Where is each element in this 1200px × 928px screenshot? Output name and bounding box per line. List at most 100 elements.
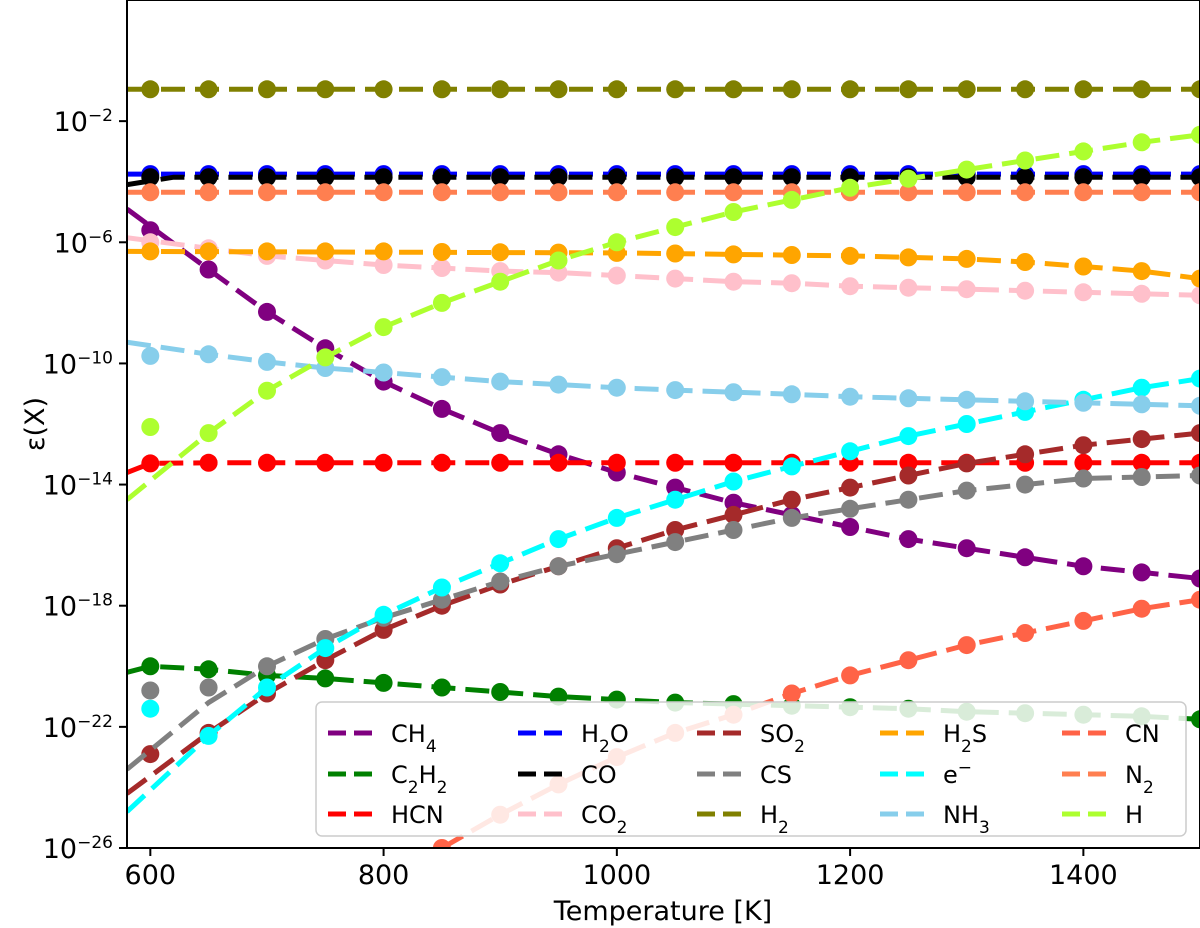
x-tick-label-800: 800 xyxy=(358,860,410,891)
plot-frame xyxy=(126,0,1200,849)
point-H-1150 xyxy=(782,190,801,209)
point-CN-1300 xyxy=(957,636,976,655)
point-NH3-1250 xyxy=(899,389,918,408)
point-CS-1500 xyxy=(1191,466,1200,485)
point-H2S-600 xyxy=(141,242,160,261)
point-N2-1500 xyxy=(1191,183,1200,202)
point-NH3-1000 xyxy=(607,378,626,397)
point-CH4-700 xyxy=(258,302,276,321)
point-CO2-1250 xyxy=(899,278,918,297)
point-SO2-1450 xyxy=(1132,430,1151,449)
point-HCN-600 xyxy=(141,454,160,473)
legend-box xyxy=(315,701,1187,837)
point-CN-1150 xyxy=(782,684,801,703)
legend-item-CS: CS xyxy=(697,761,792,789)
point-CS-1400 xyxy=(1074,469,1093,488)
point-CS-1200 xyxy=(841,499,860,518)
series-CS xyxy=(127,466,1200,772)
point-CS-650 xyxy=(199,678,218,697)
point-CS-600 xyxy=(141,681,160,700)
point-NH3-1200 xyxy=(841,387,860,406)
point-NH3-950 xyxy=(549,375,568,394)
point-SO2-1350 xyxy=(1016,445,1035,464)
point-CH4-1200 xyxy=(841,518,860,536)
point-H2S-800 xyxy=(374,242,393,261)
x-tick-label-1200: 1200 xyxy=(816,860,885,891)
axis-layer: 600 800 1000 1200 1400 10−2 10−6 10−10 10−14 10−1… xyxy=(43,106,1118,891)
point-NH3-700 xyxy=(258,352,276,371)
point-H2-1150 xyxy=(782,80,801,99)
series-NH3 xyxy=(127,339,1200,415)
point-H2S-1400 xyxy=(1074,257,1093,276)
point-CS-1300 xyxy=(957,481,976,500)
point-C2H2-900 xyxy=(491,683,510,701)
point-HCN-1400 xyxy=(1074,453,1093,472)
point-H2-1250 xyxy=(899,80,918,99)
point-H2-850 xyxy=(432,80,451,99)
point-e--1150 xyxy=(782,457,801,476)
point-H-1400 xyxy=(1074,142,1093,161)
point-CH4-850 xyxy=(432,399,451,418)
point-N2-850 xyxy=(432,183,451,202)
point-H-1350 xyxy=(1016,151,1035,170)
legend-label-HCN: HCN xyxy=(391,801,444,829)
point-CO-1150 xyxy=(782,168,801,187)
point-NH3-1100 xyxy=(724,383,743,402)
y-tick-label--18: 10−18 xyxy=(43,591,113,623)
series-HCN xyxy=(127,453,1200,475)
y-tick-label--2: 10−2 xyxy=(54,106,113,138)
point-CO-850 xyxy=(432,168,451,187)
point-H-1000 xyxy=(607,233,626,252)
point-H2-1450 xyxy=(1132,80,1151,99)
legend-item-SO2: SO2 xyxy=(697,720,805,757)
legend-label-H2: H2 xyxy=(760,801,789,838)
point-CS-1350 xyxy=(1016,475,1035,494)
point-H2S-1200 xyxy=(841,246,860,265)
legend-label-H: H xyxy=(1125,801,1143,829)
point-CS-1450 xyxy=(1132,468,1151,486)
point-H2-1200 xyxy=(841,80,860,99)
point-N2-700 xyxy=(258,183,276,202)
point-H2-600 xyxy=(141,80,160,99)
point-HCN-750 xyxy=(316,453,335,472)
legend-item-H2S: H2S xyxy=(880,720,987,757)
point-H-800 xyxy=(374,318,393,337)
series-line-CO xyxy=(127,174,1200,188)
point-CO2-1000 xyxy=(607,266,626,285)
y-tick-label--14: 10−14 xyxy=(43,470,113,502)
point-H-700 xyxy=(258,381,276,400)
point-H2S-900 xyxy=(491,243,510,262)
point-N2-1250 xyxy=(899,183,918,202)
point-C2H2-650 xyxy=(199,660,218,679)
legend-label-CN: CN xyxy=(1125,720,1160,748)
point-CH4-900 xyxy=(491,424,510,443)
point-CO-1350 xyxy=(1016,168,1035,187)
point-HCN-1100 xyxy=(724,453,743,472)
point-CS-900 xyxy=(491,572,510,591)
legend-label-N2: N2 xyxy=(1125,761,1154,798)
legend-label-NH3: NH3 xyxy=(943,801,990,838)
point-CS-950 xyxy=(549,557,568,576)
x-tick-label-600: 600 xyxy=(125,860,177,891)
legend-item-H2: H2 xyxy=(697,801,789,838)
point-CO2-1200 xyxy=(841,277,860,296)
point-SO2-1200 xyxy=(841,478,860,497)
point-CS-1000 xyxy=(607,545,626,564)
point-CH4-1450 xyxy=(1132,563,1151,582)
point-H-1500 xyxy=(1191,125,1200,144)
point-H2-1400 xyxy=(1074,80,1093,99)
point-N2-1000 xyxy=(607,183,626,202)
series-line-H2S xyxy=(127,248,1200,282)
point-SO2-1150 xyxy=(782,490,801,509)
point-H-850 xyxy=(432,293,451,312)
series-layer xyxy=(127,80,1200,848)
series-SO2 xyxy=(127,424,1200,796)
point-CO2-1150 xyxy=(782,274,801,293)
point-HCN-900 xyxy=(491,453,510,472)
point-H2S-1250 xyxy=(899,248,918,267)
legend-label-CO2: CO2 xyxy=(581,801,627,838)
point-N2-950 xyxy=(549,183,568,202)
point-H2S-1300 xyxy=(957,249,976,268)
point-CH4-1300 xyxy=(957,539,976,558)
point-CN-1200 xyxy=(841,666,860,685)
